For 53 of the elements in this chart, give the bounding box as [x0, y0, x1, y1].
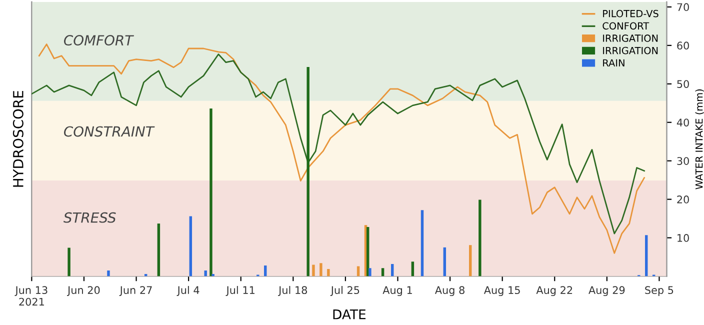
bar — [189, 216, 192, 276]
bar — [327, 268, 330, 276]
band-label: STRESS — [64, 212, 116, 223]
x-tick-label: Jul 11 — [226, 286, 254, 296]
x-tick-label: Jul 25 — [330, 286, 360, 296]
bar — [107, 270, 110, 276]
x-tick-label: Aug 15 — [484, 286, 520, 296]
band-label: CONSTRAINT — [64, 126, 155, 137]
bar — [411, 262, 414, 276]
legend-label: PILOTED-VS — [603, 10, 658, 18]
x-tick-label: Jun 13 2021 — [14, 286, 48, 306]
x-axis-title: DATE — [333, 310, 366, 320]
bar — [645, 235, 648, 276]
bar — [68, 248, 70, 276]
bar — [469, 245, 472, 276]
y2-tick-label: 70 — [677, 3, 689, 12]
y2-tick-label: 10 — [678, 234, 689, 242]
bar — [368, 268, 372, 276]
x-tick-label: Jul 18 — [278, 286, 308, 296]
legend-label: IRRIGATION — [603, 34, 658, 42]
bar — [306, 66, 310, 276]
bar — [443, 247, 446, 276]
y2-tick-label: 60 — [677, 42, 689, 50]
y-axis-title: HYDROSCORE — [12, 90, 24, 187]
bar — [204, 270, 207, 276]
bar — [391, 264, 394, 276]
bar — [356, 266, 360, 276]
legend-label: CONFORT — [602, 22, 650, 30]
band-label: COMFORT — [64, 35, 134, 46]
bar — [157, 224, 160, 276]
bar — [264, 265, 267, 276]
legend-label: RAIN — [603, 59, 624, 66]
x-tick-label: Jul 4 — [176, 286, 200, 296]
x-tick-label: Jun 20 — [67, 286, 100, 296]
x-tick-label: Jun 27 — [119, 286, 152, 296]
x-tick-label: Aug 8 — [434, 286, 464, 296]
bar — [212, 274, 214, 276]
bar — [420, 210, 424, 276]
x-tick-label: Aug 29 — [588, 286, 625, 296]
bar — [478, 200, 482, 276]
bar — [312, 264, 315, 276]
legend-label: IRRIGATION — [603, 46, 658, 54]
x-tick-label: Sep 5 — [645, 286, 674, 296]
bar — [320, 263, 322, 276]
y2-tick-label: 40 — [676, 118, 689, 126]
y2-tick-label: 20 — [677, 196, 689, 204]
bar — [381, 268, 384, 276]
y2-tick-label: 30 — [677, 157, 689, 165]
y2-tick-label: 50 — [677, 80, 689, 88]
x-tick-label: Aug 22 — [536, 286, 572, 296]
bar — [210, 108, 212, 276]
y2-axis-title: WATER INTAKE (mm) — [695, 89, 704, 190]
x-tick-label: Aug 1 — [382, 286, 412, 296]
